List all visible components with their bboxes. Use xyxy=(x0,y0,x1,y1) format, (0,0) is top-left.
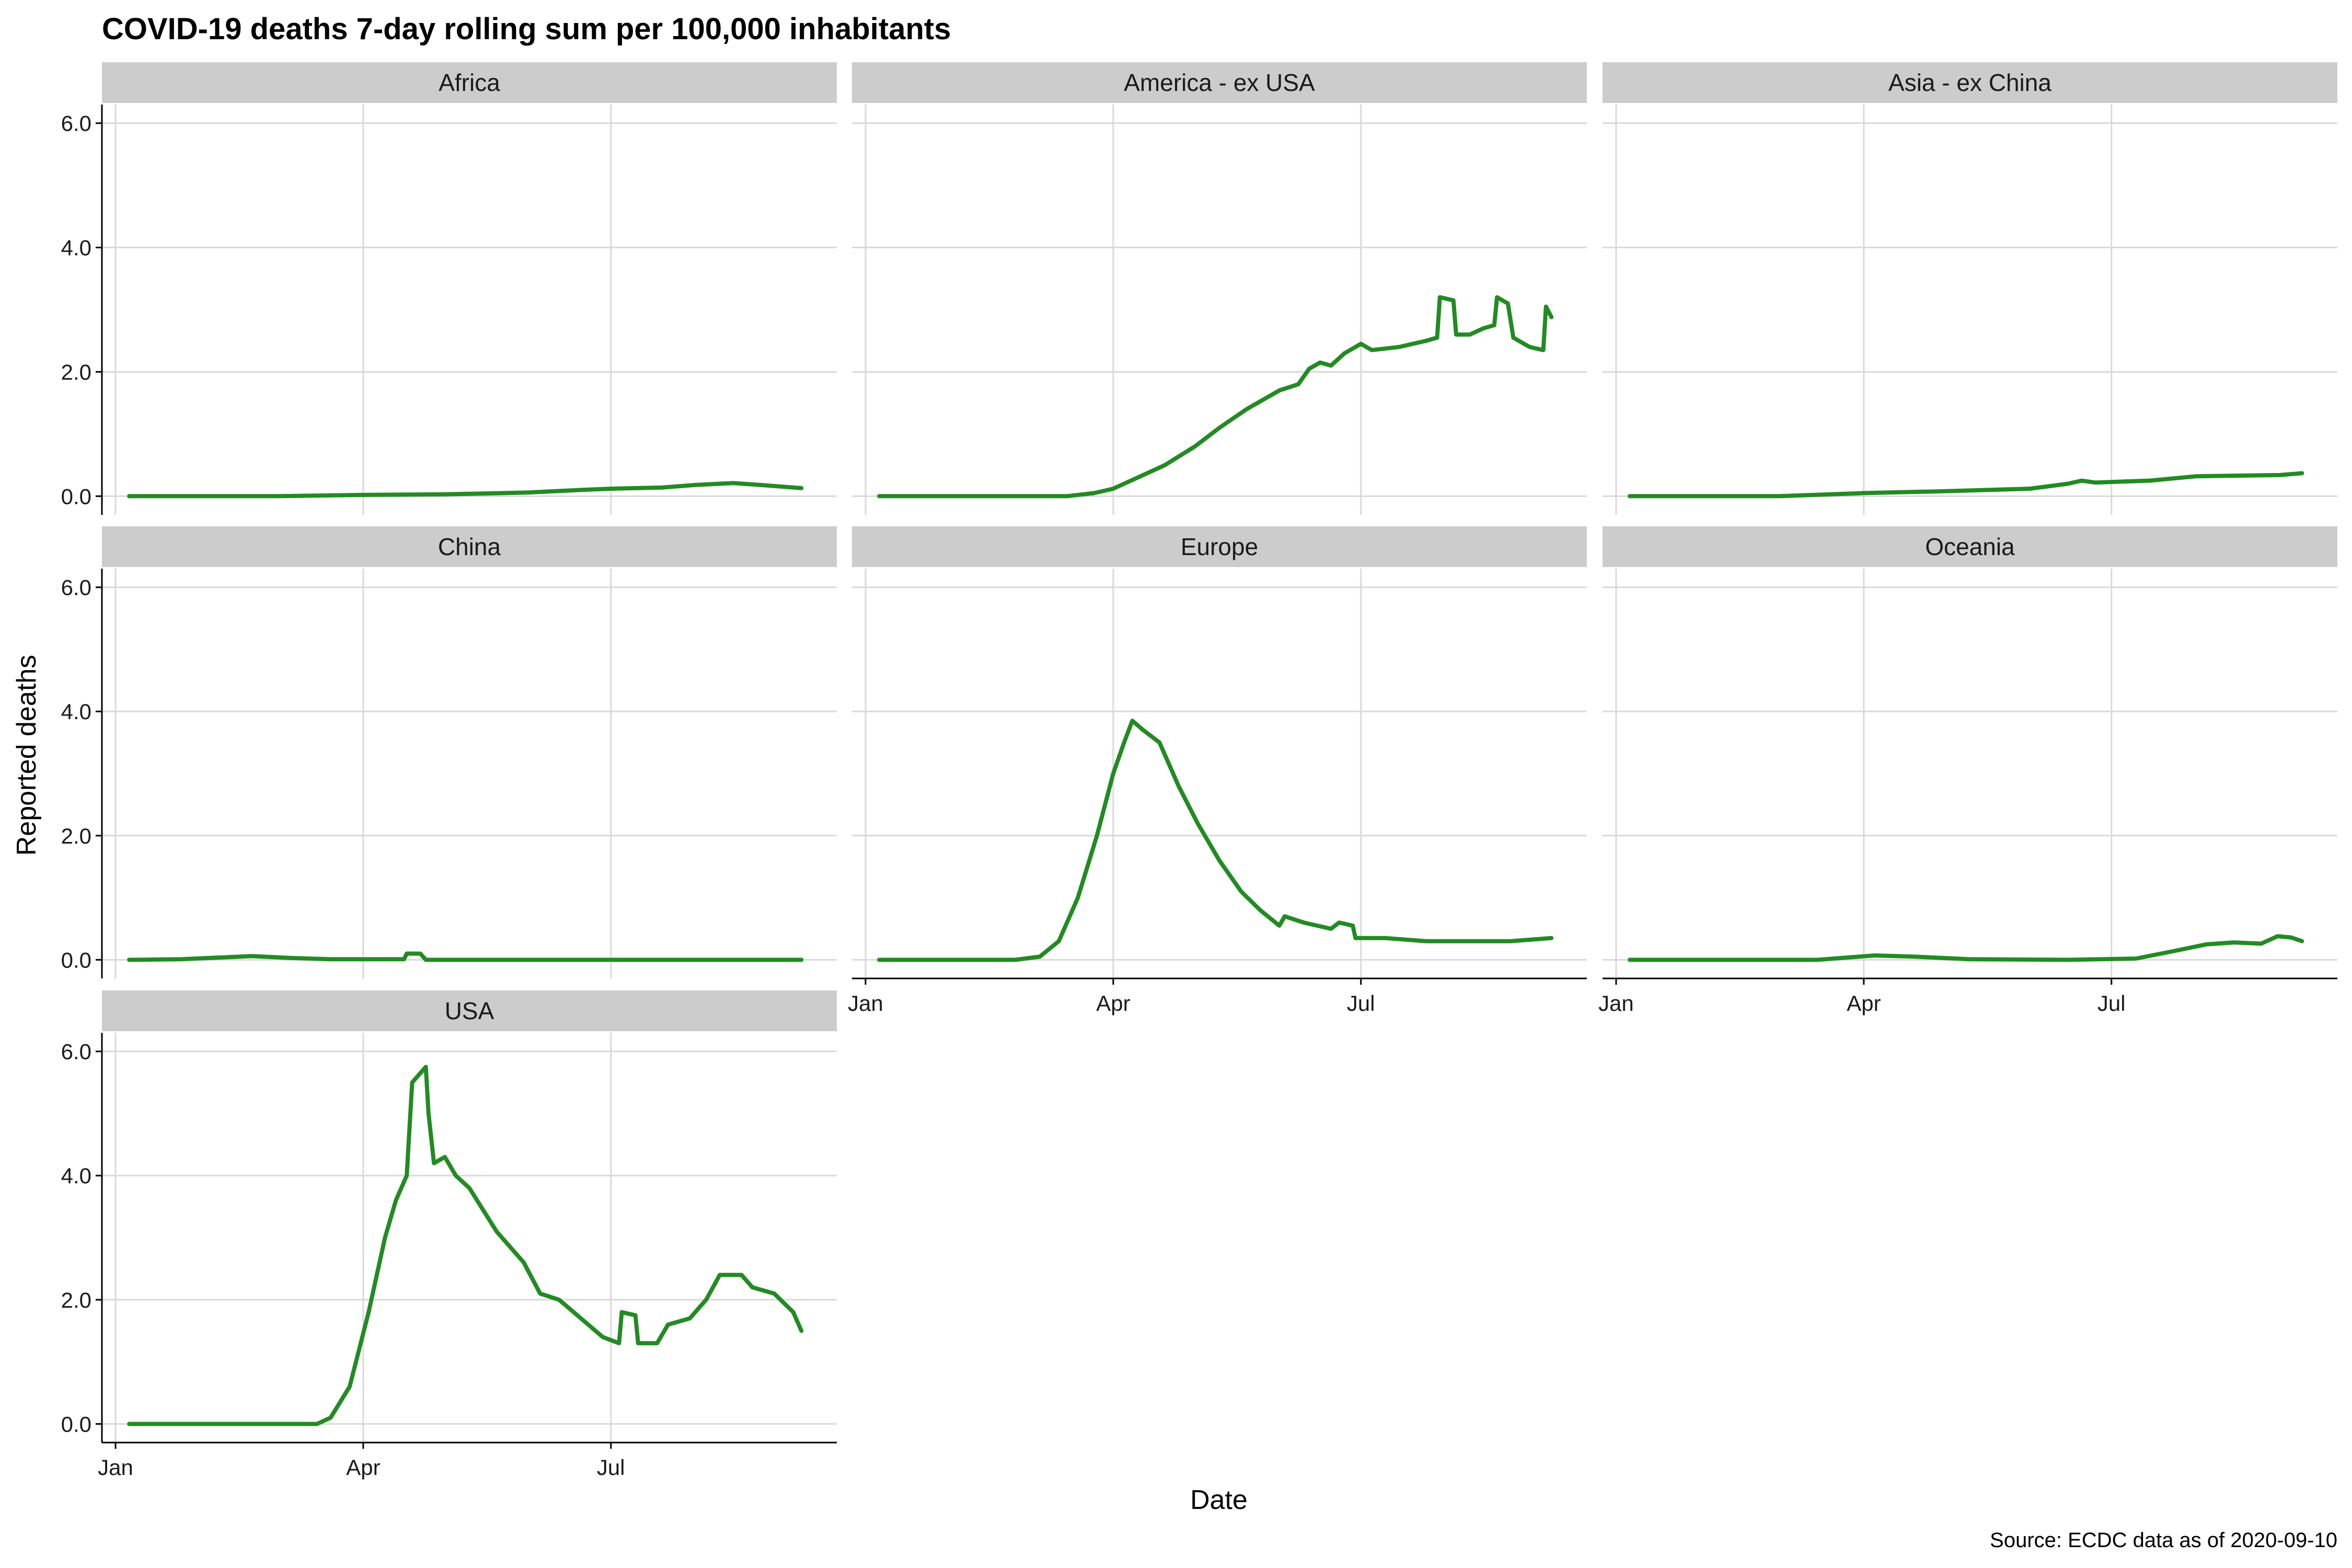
facet-panels: Africa 0.0 2.0 4.0 6.0 America - ex USA Asia -… xyxy=(61,62,2337,1480)
y-tick-label: 2.0 xyxy=(61,360,91,384)
x-tick-label: Jul xyxy=(2097,991,2126,1016)
y-tick-label: 2.0 xyxy=(61,824,91,848)
facet-oceania: Oceania Jan Apr Jul xyxy=(1598,526,2337,1016)
x-tick-label: Jan xyxy=(1598,991,1634,1016)
y-tick-label: 6.0 xyxy=(61,111,91,136)
facet-strip xyxy=(102,990,837,1031)
chart-title: COVID-19 deaths 7-day rolling sum per 10… xyxy=(102,12,951,46)
y-tick-label: 2.0 xyxy=(61,1288,91,1312)
series-line-china xyxy=(127,951,804,962)
facet-strip xyxy=(1602,62,2337,103)
source-caption: Source: ECDC data as of 2020-09-10 xyxy=(1990,1529,2337,1552)
facet-strip xyxy=(852,526,1587,567)
facet-strip-label: America - ex USA xyxy=(1124,69,1315,96)
y-tick-label: 6.0 xyxy=(61,575,91,600)
x-tick-label: Apr xyxy=(346,1455,380,1480)
x-tick-label: Jul xyxy=(597,1455,625,1480)
facet-strip xyxy=(102,62,837,103)
y-tick-label: 6.0 xyxy=(61,1040,91,1064)
series-line-africa xyxy=(127,481,804,499)
x-tick-label: Jul xyxy=(1347,991,1375,1016)
facet-china: China 0.0 2.0 4.0 6.0 xyxy=(61,526,837,978)
x-tick-label: Apr xyxy=(1096,991,1130,1016)
facet-africa: Africa 0.0 2.0 4.0 6.0 xyxy=(61,62,837,515)
facet-asia-ex-china: Asia - ex China xyxy=(1602,62,2337,515)
series-line-europe xyxy=(877,719,1554,962)
facet-strip-label: Oceania xyxy=(1925,533,2015,560)
facet-europe: Europe Jan Apr Jul xyxy=(848,526,1587,1016)
facet-strip xyxy=(102,526,837,567)
facet-strip-label: Africa xyxy=(439,69,500,96)
facet-america-ex-usa: America - ex USA xyxy=(852,62,1587,515)
y-tick-label: 0.0 xyxy=(61,484,91,509)
facet-strip-label: USA xyxy=(445,997,494,1024)
y-tick-label: 0.0 xyxy=(61,948,91,972)
facet-usa: USA 0.0 2.0 4.0 6.0 Jan Apr Jul xyxy=(61,990,837,1480)
facet-strip xyxy=(852,62,1587,103)
x-tick-label: Jan xyxy=(98,1455,133,1480)
x-tick-label: Jan xyxy=(848,991,883,1016)
facet-strip-label: Europe xyxy=(1181,533,1258,560)
y-tick-label: 0.0 xyxy=(61,1412,91,1436)
facet-strip xyxy=(1602,526,2337,567)
series-line-asia-ex-china xyxy=(1628,471,2304,499)
series-line-america-ex-usa xyxy=(877,295,1554,499)
series-line-usa xyxy=(127,1065,804,1426)
y-tick-label: 4.0 xyxy=(61,699,91,724)
series-line-oceania xyxy=(1628,934,2304,962)
x-tick-label: Apr xyxy=(1847,991,1881,1016)
y-tick-label: 4.0 xyxy=(61,236,91,260)
facet-strip-label: Asia - ex China xyxy=(1888,69,2051,96)
y-axis-title: Reported deaths xyxy=(11,655,42,856)
y-tick-label: 4.0 xyxy=(61,1163,91,1188)
facet-strip-label: China xyxy=(438,533,501,560)
x-axis-title: Date xyxy=(1190,1485,1248,1515)
